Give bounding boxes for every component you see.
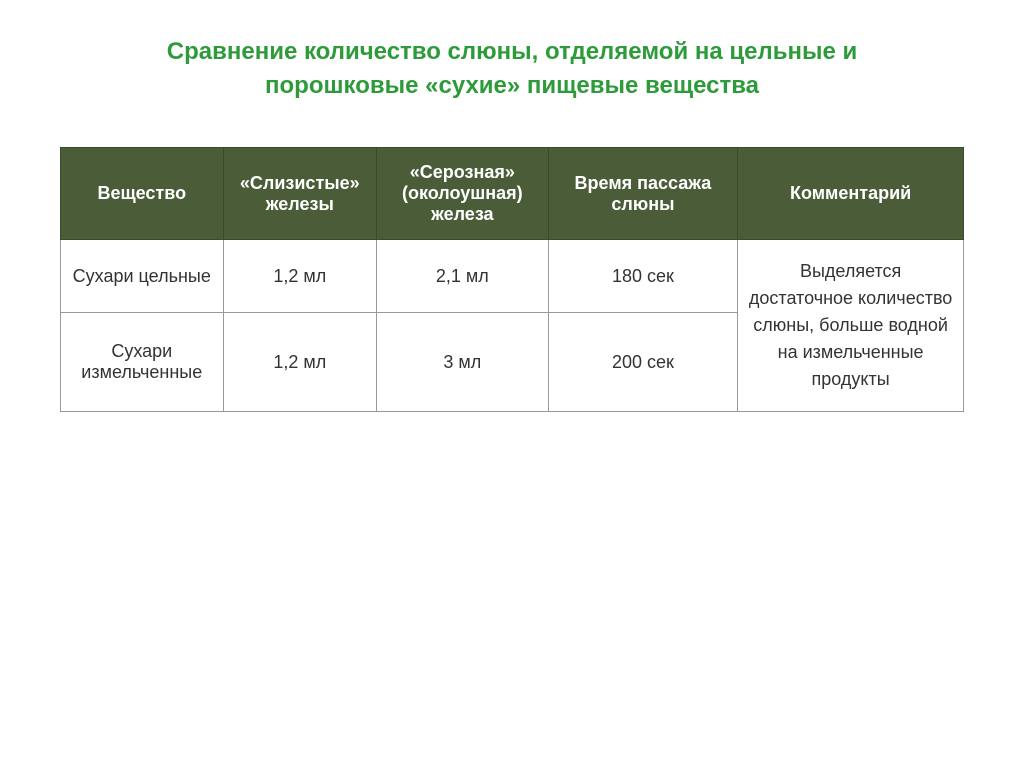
column-header-mucous: «Слизистые» железы xyxy=(223,148,377,240)
cell-mucous: 1,2 мл xyxy=(223,313,377,412)
cell-serous: 2,1 мл xyxy=(377,240,549,313)
cell-serous: 3 мл xyxy=(377,313,549,412)
cell-time: 180 сек xyxy=(548,240,738,313)
cell-substance: Сухари цельные xyxy=(61,240,224,313)
cell-substance: Сухари измельченные xyxy=(61,313,224,412)
column-header-time: Время пассажа слюны xyxy=(548,148,738,240)
cell-comment: Выделяется достаточное количество слюны,… xyxy=(738,240,964,412)
table-header-row: Вещество «Слизистые» железы «Серозная» (… xyxy=(61,148,964,240)
cell-time: 200 сек xyxy=(548,313,738,412)
column-header-comment: Комментарий xyxy=(738,148,964,240)
comparison-table: Вещество «Слизистые» железы «Серозная» (… xyxy=(60,147,964,412)
page-title: Сравнение количество слюны, отделяемой н… xyxy=(60,35,964,102)
table-row: Сухари цельные 1,2 мл 2,1 мл 180 сек Выд… xyxy=(61,240,964,313)
cell-mucous: 1,2 мл xyxy=(223,240,377,313)
column-header-serous: «Серозная» (околоушная) железа xyxy=(377,148,549,240)
column-header-substance: Вещество xyxy=(61,148,224,240)
